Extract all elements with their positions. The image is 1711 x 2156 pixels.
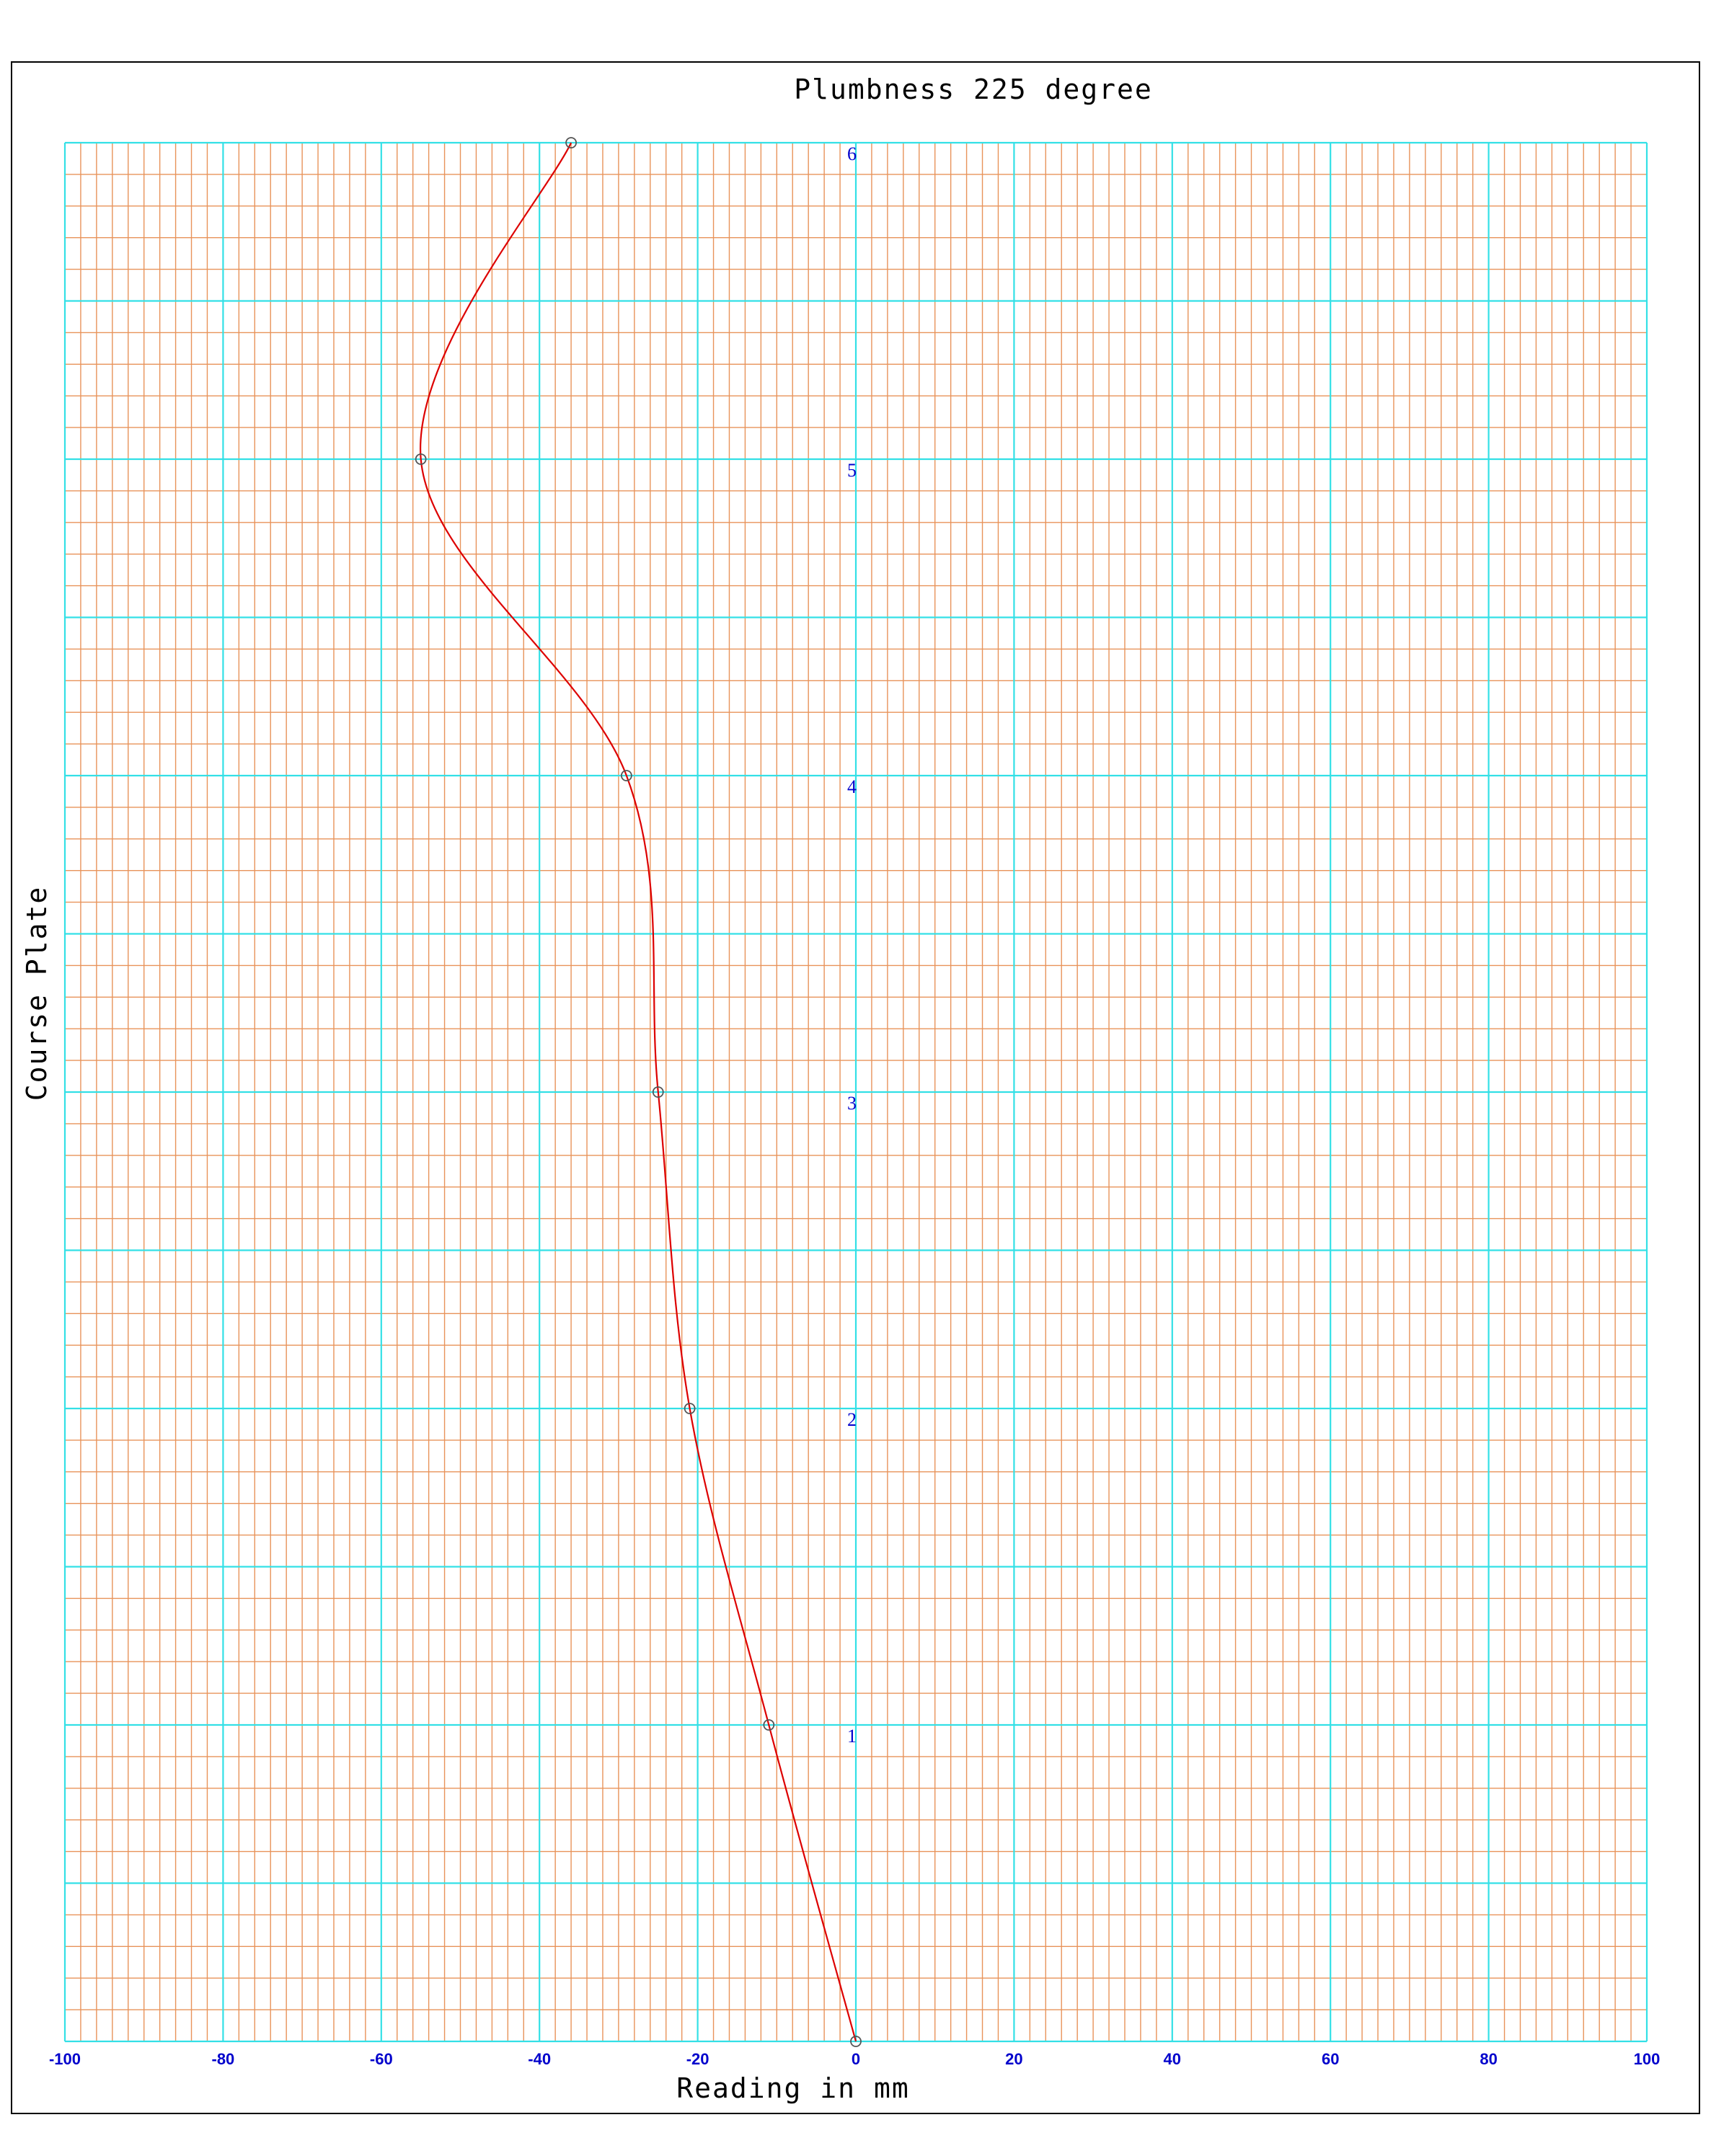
x-tick-label: 80 [1480, 2050, 1497, 2068]
data-point-marker [850, 2036, 862, 2047]
y-tick-label: 5 [847, 460, 857, 481]
x-tick-label: -80 [212, 2050, 235, 2068]
data-markers [415, 137, 862, 2047]
data-point-marker [415, 453, 427, 465]
x-tick-label: -20 [686, 2050, 709, 2068]
data-point-marker [763, 1719, 775, 1731]
data-point-marker [565, 137, 577, 148]
y-tick-label: 4 [847, 776, 857, 797]
x-tick-label: 60 [1322, 2050, 1339, 2068]
series-line-group [420, 142, 857, 2042]
x-tick-label: -60 [370, 2050, 393, 2068]
data-point-marker [620, 770, 632, 781]
y-tick-labels: 1 2 3 4 5 6 [847, 143, 857, 1747]
x-tick-labels: -100 -80 -60 -40 -20 0 20 40 60 80 100 [49, 2050, 1660, 2068]
y-tick-label: 3 [847, 1093, 857, 1114]
x-axis-label: Reading in mm [676, 2072, 909, 2104]
x-tick-label: -40 [528, 2050, 551, 2068]
y-tick-label: 1 [847, 1726, 857, 1747]
data-point-marker [684, 1403, 696, 1414]
x-tick-label: -100 [49, 2050, 81, 2068]
y-tick-label: 2 [847, 1409, 857, 1430]
chart-title: Plumbness 225 degree [794, 74, 1153, 105]
x-tick-label: 0 [852, 2050, 860, 2068]
x-tick-label: 40 [1164, 2050, 1181, 2068]
y-tick-label: 6 [847, 143, 857, 164]
x-tick-label: 100 [1634, 2050, 1661, 2068]
x-tick-label: 20 [1005, 2050, 1022, 2068]
data-point-marker [652, 1086, 664, 1098]
series-line [420, 142, 857, 2042]
y-axis-label: Course Plate [21, 886, 53, 1101]
